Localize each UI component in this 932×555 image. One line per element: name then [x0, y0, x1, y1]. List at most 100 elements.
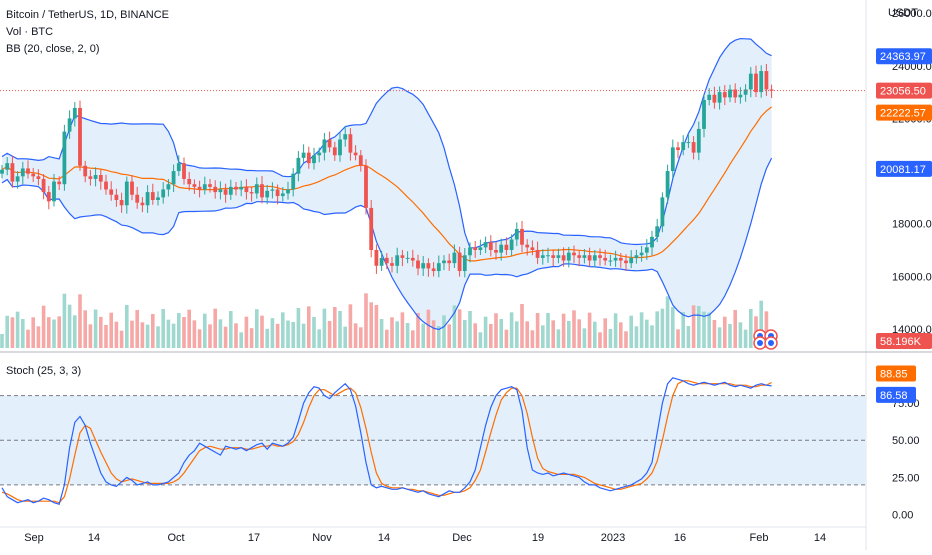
- volume-bar: [567, 321, 571, 348]
- candle-body: [223, 189, 228, 195]
- volume-bar: [515, 321, 519, 348]
- candle-body: [379, 257, 384, 266]
- candle-body: [208, 184, 212, 187]
- stoch-k-line: [1, 377, 772, 505]
- volume-bar: [655, 311, 659, 348]
- candle-body: [665, 171, 670, 198]
- candle-body: [265, 190, 270, 198]
- volume-legend[interactable]: Vol · BTC: [6, 26, 54, 38]
- price-tag-bg: [876, 333, 932, 349]
- currency-label: USDT: [888, 7, 918, 19]
- candle-body: [722, 92, 727, 98]
- volume-bar: [546, 313, 550, 348]
- candle-series: [0, 63, 774, 278]
- price-tag-bg: [876, 104, 932, 121]
- candle-body: [358, 155, 363, 166]
- volume-bar: [608, 329, 613, 348]
- volume-bar: [728, 324, 732, 348]
- candle-body: [239, 186, 244, 190]
- volume-bar: [551, 320, 555, 348]
- candle-body: [608, 260, 613, 262]
- candle-body: [93, 175, 98, 179]
- candle-body: [691, 142, 696, 153]
- volume-bar: [405, 323, 410, 348]
- symbol-legend[interactable]: Bitcoin / TetherUS, 1D, BINANCE: [6, 9, 170, 21]
- volume-bar: [494, 313, 498, 348]
- volume-bar: [255, 309, 259, 348]
- volume-bar: [634, 326, 639, 348]
- candle-body: [306, 152, 311, 164]
- volume-bar: [312, 317, 316, 348]
- volume-bar: [244, 316, 249, 348]
- candle-body: [109, 189, 114, 195]
- volume-bar: [749, 309, 753, 348]
- candle-body: [197, 186, 202, 190]
- price-tag: 24363.97: [876, 48, 932, 65]
- stoch-tag-value: 88.85: [880, 368, 908, 380]
- candle-body: [660, 197, 665, 227]
- volume-bar: [171, 323, 176, 348]
- candle-body: [228, 186, 233, 195]
- price-tag-value: 58.196K: [880, 336, 922, 348]
- candle-body: [754, 73, 758, 93]
- volume-bar: [83, 310, 87, 348]
- volume-bar: [270, 318, 275, 348]
- volume-bar: [598, 332, 602, 348]
- volume-bar: [291, 322, 295, 348]
- candle-body: [738, 94, 743, 98]
- volume-bar: [489, 324, 493, 348]
- volume-bar: [234, 323, 238, 348]
- price-tag-bg: [876, 160, 932, 177]
- volume-bar: [411, 330, 415, 348]
- volume-bar: [691, 305, 696, 348]
- volume-bar: [239, 332, 243, 348]
- bollinger-legend[interactable]: BB (20, close, 2, 0): [6, 43, 100, 55]
- bollinger-upper-line: [1, 37, 772, 249]
- time-tick-label: Nov: [312, 532, 332, 544]
- candle-body: [291, 173, 296, 190]
- candle-body: [759, 71, 764, 93]
- candle-body: [26, 168, 30, 174]
- candle-body: [670, 147, 675, 172]
- volume-bar: [593, 321, 597, 348]
- time-tick-label: 2023: [601, 532, 625, 544]
- candle-body: [405, 257, 410, 259]
- candle-body: [374, 250, 379, 266]
- volume-bar: [541, 325, 545, 348]
- stoch-tag: 86.58: [876, 386, 916, 403]
- candle-body: [234, 186, 238, 190]
- time-tick-label: Feb: [750, 532, 769, 544]
- volume-bar: [442, 315, 446, 348]
- candle-body: [270, 189, 275, 191]
- candle-body: [431, 268, 436, 272]
- candle-body: [260, 184, 264, 198]
- volume-bar: [114, 321, 119, 348]
- time-tick-label: 14: [88, 532, 100, 544]
- bollinger-basis-line: [1, 106, 772, 262]
- volume-bar: [67, 304, 72, 348]
- volume-bar: [145, 324, 150, 348]
- candle-body: [353, 152, 358, 156]
- candle-body: [312, 155, 316, 164]
- time-tick-label: Sep: [24, 532, 44, 544]
- volume-bar: [645, 319, 649, 348]
- volume-bar: [385, 329, 389, 348]
- candle-body: [364, 165, 368, 208]
- volume-bar: [177, 313, 181, 348]
- candle-body: [36, 176, 41, 179]
- candle-body: [733, 89, 738, 98]
- candle-body: [447, 260, 452, 264]
- candle-body: [182, 163, 186, 179]
- candle-body: [681, 142, 686, 150]
- candle-body: [348, 134, 353, 153]
- volume-bar: [99, 316, 103, 348]
- volume-bar: [572, 310, 576, 348]
- candle-body: [592, 255, 597, 261]
- volume-bar: [93, 309, 98, 348]
- volume-bar: [265, 328, 269, 348]
- stochastic-legend[interactable]: Stoch (25, 3, 3): [6, 365, 82, 377]
- price-tag-bg: [876, 48, 932, 65]
- candle-body: [712, 94, 717, 103]
